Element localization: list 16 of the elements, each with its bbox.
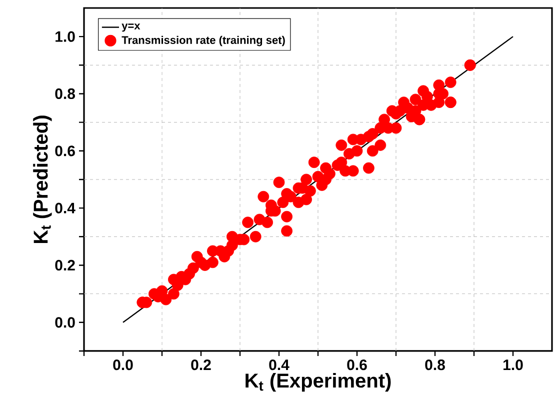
y-tick-label: 1.0 <box>56 31 75 42</box>
legend-label: y=x <box>122 24 140 32</box>
y-tick-label: 0.2 <box>55 260 75 271</box>
y-tick-label: 0.0 <box>55 317 75 328</box>
x-tick-label: 0.6 <box>347 360 367 370</box>
y-axis-title: K$_{t}$ (Predicted) <box>33 116 52 243</box>
y-tick-label: 0.4 <box>55 202 76 214</box>
x-axis-title: K$_{t}$ (Experiment) <box>246 373 391 392</box>
x-tick-label: 0.2 <box>191 360 211 370</box>
x-tick-label: 1.0 <box>504 360 523 370</box>
x-tick-label: 0.8 <box>425 360 445 370</box>
legend-label: Transmission rate (training set) <box>122 36 285 46</box>
x-tick-label: 0.0 <box>113 360 133 370</box>
y-tick-label: 0.6 <box>55 146 75 156</box>
y-tick-label: 0.8 <box>55 88 76 100</box>
x-tick-label: 0.4 <box>269 360 290 370</box>
